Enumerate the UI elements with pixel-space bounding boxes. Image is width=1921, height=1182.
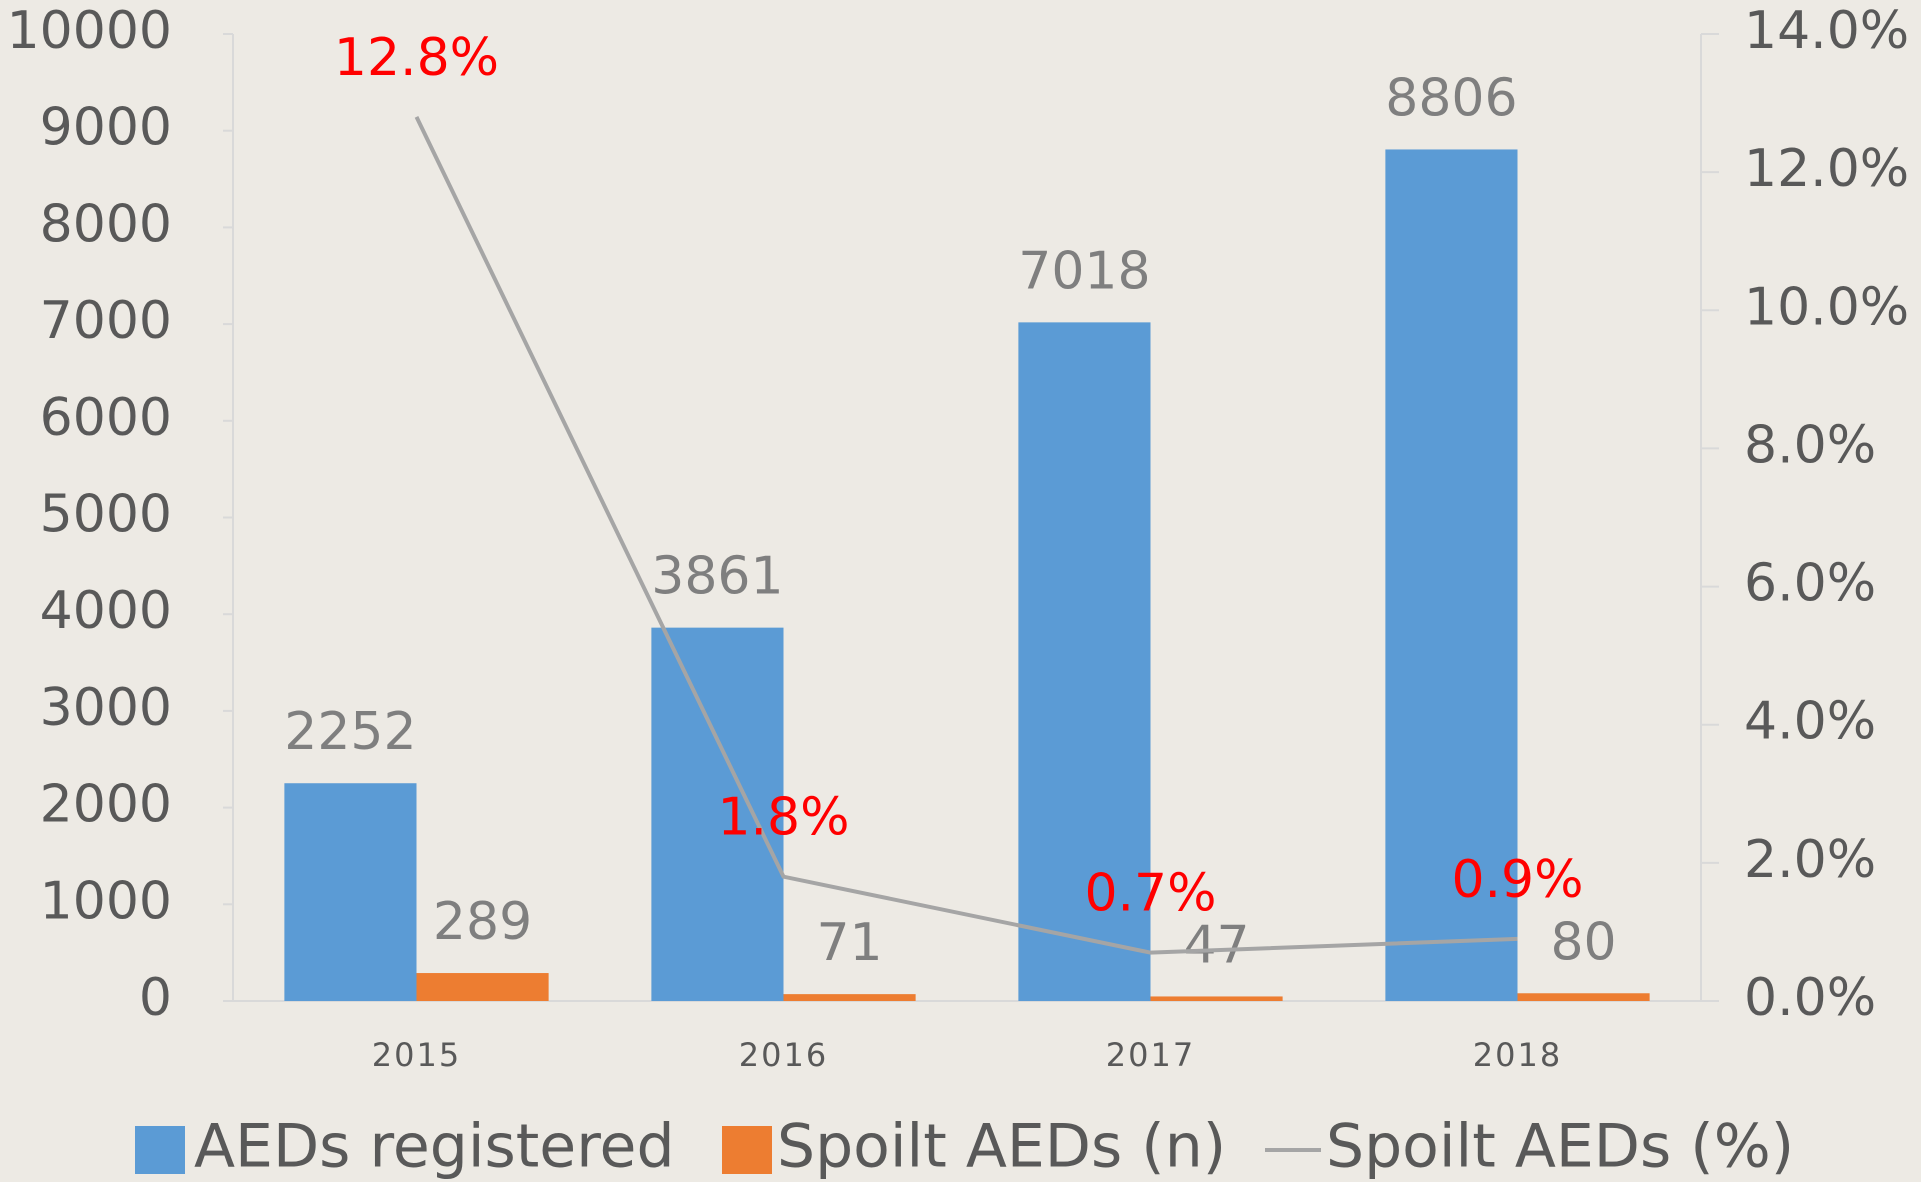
- legend-label: Spoilt AEDs (%): [1326, 1112, 1794, 1182]
- legend-swatch: [135, 1126, 185, 1174]
- bar-value-label: 47: [1183, 915, 1249, 975]
- bar: [783, 994, 916, 1001]
- y2-tick-label: 4.0%: [1744, 692, 1876, 752]
- bar-value-label: 2252: [284, 702, 416, 762]
- y-tick-label: 7000: [40, 291, 172, 351]
- y2-tick-label: 6.0%: [1744, 554, 1876, 614]
- bar-value-label: 289: [433, 892, 532, 952]
- y2-tick-label: 8.0%: [1744, 415, 1876, 475]
- y-tick-label: 3000: [40, 678, 172, 738]
- y2-tick-label: 2.0%: [1744, 830, 1876, 890]
- line-value-label: 0.7%: [1084, 864, 1216, 924]
- legend-label: Spoilt AEDs (n): [777, 1112, 1226, 1182]
- y-tick-label: 5000: [40, 485, 172, 545]
- bar-value-label: 7018: [1018, 241, 1150, 301]
- y2-tick-label: 0.0%: [1744, 968, 1876, 1028]
- y2-tick-label: 12.0%: [1744, 139, 1909, 199]
- line-value-label: 0.9%: [1451, 850, 1583, 910]
- y-tick-label: 1000: [40, 871, 172, 931]
- bar: [416, 973, 549, 1001]
- bar: [1018, 322, 1151, 1002]
- y2-tick-label: 14.0%: [1744, 1, 1909, 61]
- y-tick-label: 2000: [40, 775, 172, 835]
- y-tick-label: 9000: [40, 98, 172, 158]
- x-tick-label: 2015: [372, 1036, 461, 1074]
- bar-value-label: 71: [816, 913, 882, 973]
- legend-swatch: [722, 1126, 772, 1174]
- line-value-label: 12.8%: [334, 28, 499, 88]
- bar-value-label: 8806: [1385, 68, 1517, 128]
- line: [414, 116, 1518, 955]
- bar: [1517, 993, 1650, 1001]
- y-tick-label: 8000: [40, 194, 172, 254]
- bar-value-label: 3861: [651, 547, 783, 607]
- line-value-label: 1.8%: [717, 788, 849, 848]
- bar: [284, 783, 417, 1001]
- bar: [1385, 149, 1518, 1002]
- y2-tick-label: 10.0%: [1744, 277, 1909, 337]
- y-tick-label: 10000: [7, 1, 172, 61]
- bar: [1150, 996, 1283, 1001]
- y-tick-label: 0: [139, 968, 172, 1028]
- x-tick-label: 2017: [1106, 1036, 1195, 1074]
- x-tick-label: 2016: [739, 1036, 828, 1074]
- y-tick-label: 6000: [40, 388, 172, 448]
- x-tick-label: 2018: [1473, 1036, 1562, 1074]
- legend-label: AEDs registered: [194, 1112, 675, 1182]
- bar: [651, 627, 784, 1001]
- y-tick-label: 4000: [40, 581, 172, 641]
- bar-value-label: 80: [1550, 912, 1616, 972]
